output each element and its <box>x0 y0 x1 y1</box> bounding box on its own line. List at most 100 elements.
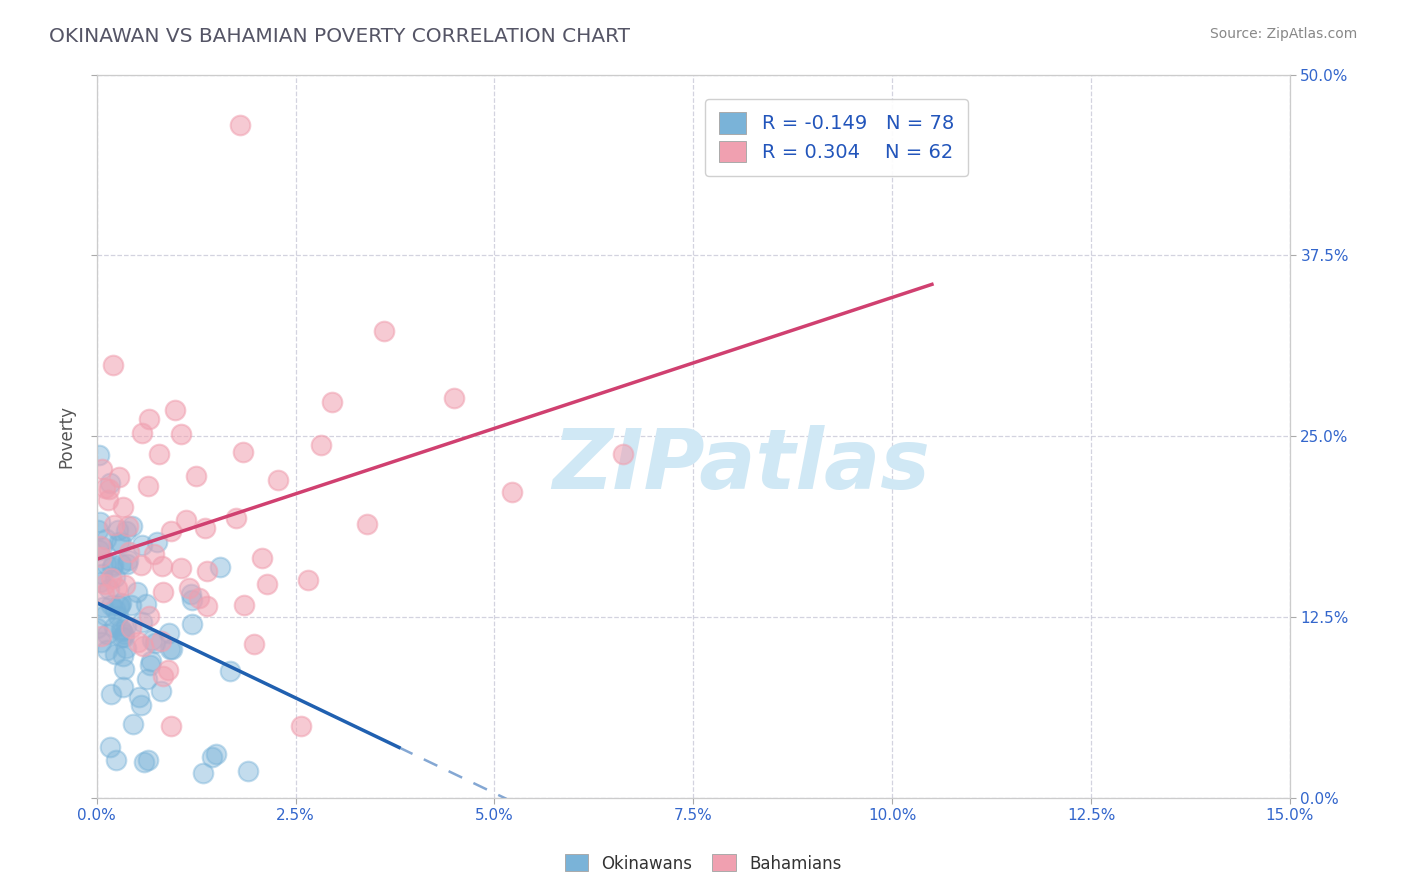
Point <box>135 598 157 612</box>
Point <box>170 427 193 442</box>
Point <box>229 118 252 132</box>
Point <box>150 559 173 574</box>
Point <box>104 570 127 584</box>
Point <box>108 598 131 612</box>
Point <box>118 544 141 558</box>
Point <box>136 672 159 686</box>
Point <box>139 654 162 668</box>
Point <box>115 524 138 539</box>
Point <box>100 687 122 701</box>
Legend: Okinawans, Bahamians: Okinawans, Bahamians <box>558 847 848 880</box>
Point <box>103 517 125 532</box>
Point <box>311 437 333 451</box>
Point <box>256 576 278 591</box>
Point <box>96 532 118 546</box>
Point <box>86 621 108 635</box>
Point <box>96 643 118 657</box>
Point <box>242 637 264 651</box>
Point <box>138 412 160 426</box>
Point <box>132 639 155 653</box>
Point <box>150 683 173 698</box>
Point <box>89 515 111 529</box>
Point <box>89 539 111 553</box>
Point <box>107 523 129 537</box>
Point <box>156 664 179 678</box>
Point <box>107 609 129 624</box>
Point <box>194 521 217 535</box>
Point <box>136 479 159 493</box>
Point <box>98 582 121 596</box>
Point <box>152 584 174 599</box>
Point <box>117 518 139 533</box>
Point <box>219 664 242 678</box>
Point <box>129 558 152 572</box>
Point <box>111 624 134 638</box>
Point <box>146 534 169 549</box>
Point <box>104 602 127 616</box>
Point <box>139 657 162 672</box>
Point <box>94 481 117 495</box>
Point <box>225 511 247 525</box>
Point <box>131 615 153 629</box>
Point <box>93 608 115 623</box>
Point <box>97 493 120 508</box>
Point <box>321 395 343 409</box>
Point <box>160 719 183 733</box>
Point <box>148 447 170 461</box>
Point <box>181 593 204 607</box>
Point <box>107 469 129 483</box>
Point <box>110 623 132 637</box>
Point <box>87 543 110 558</box>
Point <box>152 669 174 683</box>
Point <box>90 550 112 565</box>
Point <box>170 561 193 575</box>
Point <box>187 591 209 605</box>
Point <box>86 523 108 537</box>
Point <box>89 575 111 590</box>
Point <box>94 557 117 571</box>
Point <box>100 571 122 585</box>
Point <box>132 755 155 769</box>
Point <box>120 621 142 635</box>
Point <box>131 425 153 440</box>
Point <box>110 596 132 610</box>
Point <box>149 633 172 648</box>
Point <box>104 753 127 767</box>
Text: Source: ZipAtlas.com: Source: ZipAtlas.com <box>1209 27 1357 41</box>
Point <box>117 557 139 571</box>
Point <box>127 635 149 649</box>
Point <box>184 468 207 483</box>
Point <box>112 630 135 644</box>
Point <box>174 513 197 527</box>
Point <box>159 642 181 657</box>
Point <box>98 475 121 490</box>
Point <box>91 599 114 614</box>
Point <box>232 445 254 459</box>
Point <box>110 558 132 572</box>
Point <box>612 447 634 461</box>
Text: ZIPatlas: ZIPatlas <box>553 425 929 506</box>
Point <box>163 402 186 417</box>
Point <box>180 586 202 600</box>
Point <box>107 535 129 549</box>
Point <box>297 573 319 587</box>
Point <box>103 558 125 572</box>
Point <box>233 599 256 613</box>
Point <box>97 483 120 497</box>
Point <box>128 690 150 705</box>
Point <box>238 764 260 778</box>
Point <box>100 559 122 574</box>
Point <box>138 608 160 623</box>
Point <box>93 587 115 601</box>
Point <box>115 619 138 633</box>
Point <box>115 641 138 656</box>
Point <box>103 358 125 372</box>
Point <box>114 577 136 591</box>
Point <box>141 633 163 648</box>
Point <box>108 599 131 613</box>
Point <box>103 620 125 634</box>
Point <box>112 627 135 641</box>
Point <box>100 598 122 612</box>
Point <box>112 662 135 676</box>
Point <box>136 753 159 767</box>
